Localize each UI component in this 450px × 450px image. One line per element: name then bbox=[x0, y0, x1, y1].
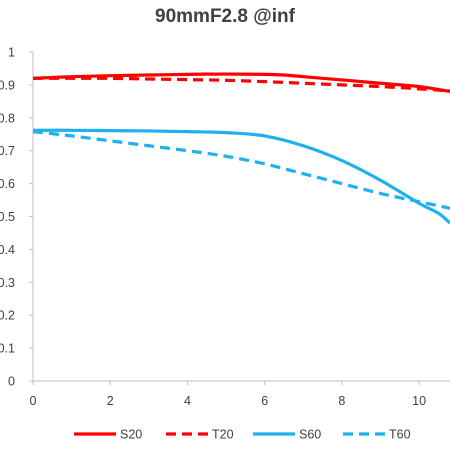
x-tick-label: 10 bbox=[412, 394, 426, 408]
y-tick-label: 0.3 bbox=[0, 276, 15, 290]
chart-title: 90mmF2.8 @inf bbox=[155, 6, 295, 27]
x-tick-label: 8 bbox=[338, 394, 345, 408]
x-tick-label: 6 bbox=[261, 394, 268, 408]
series-line-t20 bbox=[33, 76, 450, 93]
x-tick-label: 2 bbox=[107, 394, 114, 408]
legend: S20 T20 S60 T60 bbox=[74, 428, 411, 442]
y-tick-label: 0.8 bbox=[0, 111, 15, 125]
x-tick-label: 0 bbox=[30, 394, 37, 408]
y-tick-label: 0.5 bbox=[0, 210, 15, 224]
legend-label-t60: T60 bbox=[389, 428, 411, 442]
series-line-s60 bbox=[32, 128, 450, 225]
x-tick-label: 4 bbox=[184, 394, 191, 408]
legend-label-t20: T20 bbox=[212, 428, 234, 442]
y-tick-label: 0.9 bbox=[0, 78, 15, 92]
series-layer bbox=[32, 72, 450, 225]
series-line-s20 bbox=[32, 72, 450, 94]
legend-label-s60: S60 bbox=[299, 428, 321, 442]
y-tick-label: 0.1 bbox=[0, 342, 15, 356]
axes-layer: 00.10.20.30.40.50.60.70.80.910 2 4 6 8 10 bbox=[0, 46, 450, 408]
y-tick-label: 1 bbox=[8, 46, 15, 60]
y-tick-label: 0.6 bbox=[0, 177, 15, 191]
legend-label-s20: S20 bbox=[120, 428, 142, 442]
y-tick-label: 0 bbox=[8, 375, 15, 389]
y-tick-label: 0.7 bbox=[0, 144, 15, 158]
series-line-t60 bbox=[32, 130, 450, 210]
y-tick-label: 0.4 bbox=[0, 243, 15, 257]
y-tick-label: 0.2 bbox=[0, 309, 15, 323]
